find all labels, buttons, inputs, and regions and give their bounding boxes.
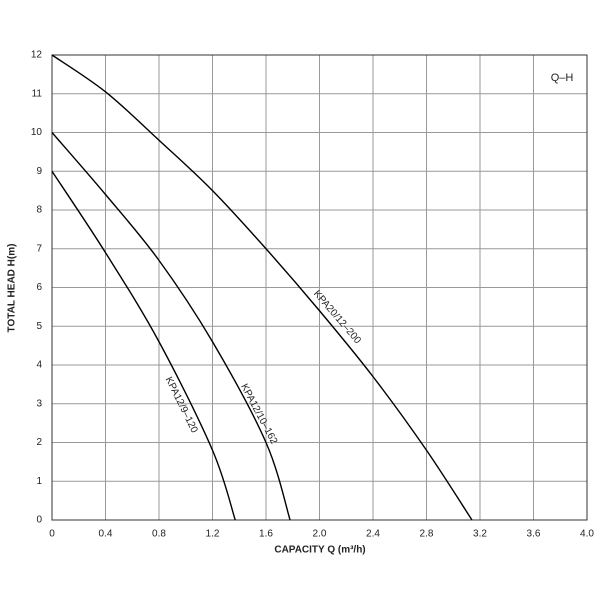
x-tick-label: 1.6 <box>259 529 273 540</box>
y-tick-label: 0 <box>36 515 42 526</box>
y-tick-label: 11 <box>32 88 43 99</box>
x-tick-label: 2.0 <box>313 529 327 540</box>
x-tick-label: 2.8 <box>420 529 434 540</box>
y-tick-label: 3 <box>36 398 42 409</box>
x-tick-label: 0 <box>49 529 55 540</box>
x-tick-label: 0.8 <box>152 529 166 540</box>
curve <box>51 170 236 521</box>
curve-label: KPA20/12–200 <box>311 289 363 347</box>
y-tick-label: 5 <box>36 321 42 332</box>
y-tick-label: 12 <box>31 50 43 61</box>
x-tick-label: 2.4 <box>366 529 380 540</box>
x-tick-label: 3.6 <box>527 529 541 540</box>
x-tick-label: 3.2 <box>473 529 487 540</box>
curve <box>51 54 473 521</box>
curve-label: KPA12/10–162 <box>238 382 279 446</box>
y-tick-label: 10 <box>31 127 43 138</box>
annotation: Q–H <box>551 72 574 84</box>
y-tick-label: 4 <box>36 360 42 371</box>
curve <box>51 132 291 521</box>
y-tick-label: 6 <box>36 282 42 293</box>
x-tick-label: 0.4 <box>99 529 113 540</box>
x-axis-label: CAPACITY Q (m³/h) <box>274 545 365 556</box>
y-tick-label: 8 <box>36 205 42 216</box>
y-tick-label: 9 <box>36 166 42 177</box>
x-tick-label: 1.2 <box>206 529 220 540</box>
y-tick-label: 7 <box>36 243 42 254</box>
x-tick-label: 4.0 <box>580 529 594 540</box>
y-tick-label: 2 <box>36 437 42 448</box>
plot-frame <box>51 54 588 521</box>
y-tick-label: 1 <box>36 476 42 487</box>
y-axis-label: TOTAL HEAD H(m) <box>7 244 18 333</box>
